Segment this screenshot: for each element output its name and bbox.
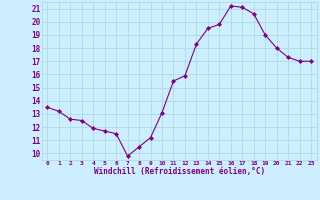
X-axis label: Windchill (Refroidissement éolien,°C): Windchill (Refroidissement éolien,°C) xyxy=(94,167,265,176)
